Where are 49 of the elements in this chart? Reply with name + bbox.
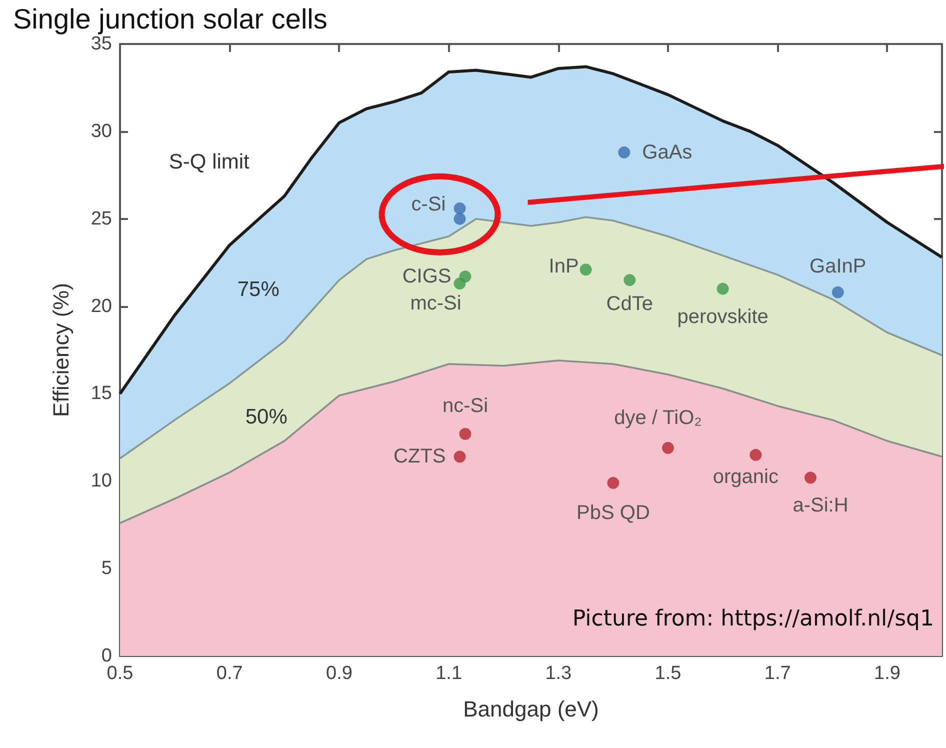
annotation: GaInP: [810, 255, 866, 278]
annotation: PbS QD: [576, 502, 650, 524]
annotation: nc-Si: [442, 394, 488, 417]
y-tick-label: 15: [90, 383, 112, 404]
annotation: organic: [712, 466, 778, 488]
annotation: InP: [548, 256, 579, 278]
point: [832, 286, 844, 298]
chart-title: Single junction solar cells: [13, 4, 328, 34]
annotation: mc-Si: [410, 292, 462, 315]
y-tick-label: 20: [90, 296, 112, 317]
x-tick-label: 0.9: [326, 663, 352, 684]
series-label: S-Q limit: [168, 150, 250, 174]
x-tick-label: 1.9: [874, 663, 900, 684]
point: [454, 278, 466, 290]
point: [454, 212, 466, 225]
y-tick-label: 5: [101, 558, 112, 580]
point: [459, 428, 472, 440]
annotation: c-Si: [411, 193, 446, 216]
point: [750, 448, 762, 461]
x-tick-label: 1.1: [436, 663, 462, 684]
annotation: a-Si:H: [792, 494, 848, 517]
point: [454, 202, 466, 214]
y-axis-title: Efficiency (%): [48, 282, 74, 418]
x-tick-label: 1.3: [545, 663, 572, 684]
x-tick-label: 0.7: [216, 663, 243, 684]
point: [607, 476, 620, 489]
annotation: dye / TiO₂: [614, 406, 702, 429]
point: [580, 264, 592, 276]
y-tick-label: 10: [90, 470, 112, 492]
point: [624, 274, 636, 286]
x-tick-label: 1.7: [764, 663, 791, 684]
annotation: CIGS: [402, 266, 452, 288]
annotation: Picture from: https://amolf.nl/sq1: [572, 606, 934, 632]
x-tick-label: 1.5: [654, 663, 682, 684]
annotation: perovskite: [677, 306, 768, 328]
y-tick-label: 25: [90, 208, 112, 230]
point: [454, 450, 466, 463]
point: [804, 472, 816, 484]
y-tick-label: 35: [90, 34, 112, 54]
point: [618, 146, 630, 158]
annotation: GaAs: [642, 141, 692, 164]
point: [716, 282, 729, 295]
series-label: 50%: [245, 405, 288, 428]
x-axis-title: Bandgap (eV): [463, 696, 599, 722]
y-tick-label: 30: [90, 120, 112, 142]
annotation: CdTe: [606, 293, 653, 316]
series-label: 75%: [237, 278, 280, 301]
annotation: CZTS: [394, 446, 446, 468]
point: [662, 442, 674, 454]
